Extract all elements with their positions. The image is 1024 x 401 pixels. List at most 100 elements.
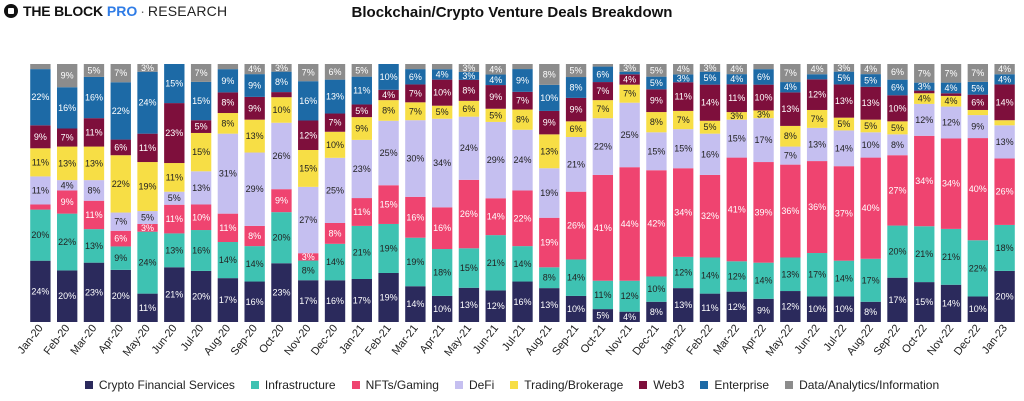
data-label: 11% [728,93,745,103]
data-label: 14% [942,298,960,308]
data-label: 8% [516,115,529,125]
data-label: 15% [460,263,478,273]
bar-segment [673,82,694,111]
bar-segment [298,64,319,82]
bar-segment [351,76,372,105]
data-label: 14% [513,259,531,269]
data-label: 26% [272,151,290,161]
bar-segment [110,64,131,83]
bar-segment [458,71,480,80]
data-label: 7% [811,114,824,124]
bar-segment [539,168,560,218]
bar-segment [806,253,828,297]
bar-segment [592,118,614,175]
data-label: 29% [487,155,505,165]
bar-segment [458,79,480,101]
bar-segment [860,64,881,75]
data-label: 15% [165,79,183,89]
data-label: 7% [195,68,208,78]
data-label: 23% [165,128,183,138]
bar-segment [431,105,453,119]
bar-segment [83,146,105,181]
data-label: 19% [406,257,424,267]
data-label: 16% [85,93,103,103]
bar-segment [539,288,560,322]
bar-segment [83,262,105,322]
brand-name: THE BLOCK [23,3,103,19]
bar-segment [217,113,239,134]
data-label: 12% [674,267,692,277]
data-label: 8% [221,98,234,108]
bar-segment [673,74,694,83]
bar-segment [83,118,105,147]
data-label: 8% [221,118,234,128]
data-label: 12% [915,115,933,125]
legend-label: NFTs/Gaming [365,378,439,392]
bar-segment [57,180,78,191]
bar-segment [539,134,560,169]
data-label: 4% [730,74,743,84]
bar-segment [298,186,319,254]
data-label: 10% [433,304,451,314]
data-label: 16% [246,297,264,307]
bar-segment [753,69,774,85]
bar-segment [699,84,721,121]
bar-segment [887,79,908,96]
data-label: 17% [862,275,880,285]
data-label: 7% [677,115,690,125]
bar-segment [592,66,614,83]
data-label: 3% [141,63,154,73]
x-tick-label: Feb-22 [684,322,715,357]
data-label: 3% [918,82,931,92]
x-tick-label: Jan-20 [16,322,46,356]
bar-segment [30,204,51,210]
bar-segment [860,301,881,322]
data-label: 9% [971,122,984,132]
data-label: 3% [462,63,475,73]
bar-segment [914,93,935,104]
data-label: 8% [275,77,288,87]
data-label: 4% [436,69,449,79]
x-tick-label: Mar-21 [390,322,421,357]
data-label: 40% [969,184,987,194]
x-tick-label: Jan-22 [658,322,688,356]
bar-segment [673,288,694,322]
bar-segment [137,162,158,212]
bar-segment [30,260,51,322]
data-label: 4% [489,75,502,85]
data-label: 16% [406,212,424,222]
bar-segment [967,115,989,139]
bar-segment [592,280,614,310]
bar-segment [673,129,694,169]
data-label: 9% [114,253,127,263]
bar-segment [646,64,667,77]
bar-segment [806,127,828,162]
bar-segment [110,269,131,322]
data-label: 10% [380,72,398,82]
data-label: 17% [299,296,317,306]
data-label: 3% [141,223,154,233]
data-label: 12% [942,118,960,128]
data-label: 5% [355,65,368,75]
bar-segment [887,121,908,135]
brand-mark-icon [4,4,18,18]
data-label: 21% [487,258,505,268]
data-label: 13% [58,158,76,168]
data-label: 10% [862,140,880,150]
bar-segment [914,82,935,91]
data-label: 6% [891,82,904,92]
bar-segment [431,249,453,296]
bar-segment [57,128,78,147]
bar-segment [351,198,372,226]
data-label: 24% [513,155,531,165]
data-label: 13% [540,146,558,156]
legend-swatch [454,381,463,389]
data-label: 19% [540,238,558,248]
bar-segment [164,204,185,234]
bar-segment [967,109,989,116]
legend-swatch [84,381,93,389]
bar-segment [137,223,158,232]
bar-segment [539,110,560,135]
bar-segment [485,85,506,109]
bar-segment [298,120,319,150]
